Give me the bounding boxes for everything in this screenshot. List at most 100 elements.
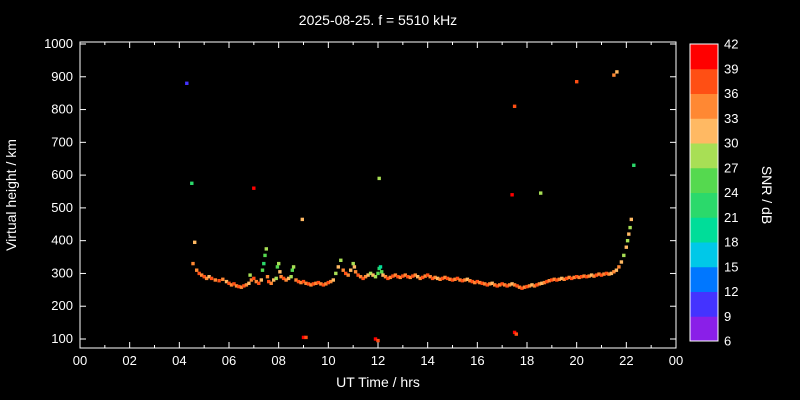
data-point — [249, 278, 254, 282]
data-point — [440, 276, 445, 281]
data-point — [386, 276, 390, 281]
data-point — [286, 276, 291, 281]
data-point — [296, 279, 301, 284]
data-point — [339, 258, 343, 262]
colorbar-band — [690, 118, 718, 144]
data-point — [301, 279, 306, 284]
data-point — [358, 275, 363, 279]
data-point — [366, 273, 370, 277]
x-tick-label: 18 — [520, 353, 534, 368]
data-point — [363, 275, 368, 279]
data-point — [229, 283, 234, 287]
data-point — [475, 279, 479, 284]
data-point — [517, 285, 522, 289]
colorbar-tick-label: 42 — [724, 37, 738, 52]
data-point — [341, 268, 345, 272]
y-tick-label: 600 — [51, 167, 73, 182]
data-point — [609, 271, 614, 276]
data-point — [480, 281, 484, 285]
data-point — [239, 285, 244, 289]
y-tick-label: 300 — [51, 265, 73, 280]
data-point — [527, 284, 532, 288]
data-point — [309, 283, 313, 287]
data-point — [545, 279, 549, 284]
y-axis-label: Virtual height / km — [3, 139, 19, 251]
data-point — [512, 104, 517, 108]
data-point — [252, 276, 256, 281]
data-point — [510, 282, 514, 286]
data-point — [227, 281, 231, 285]
data-point — [560, 276, 564, 281]
data-point — [376, 271, 380, 276]
data-point — [537, 282, 542, 286]
data-point — [291, 265, 296, 269]
x-axis-ticks: 00 02 04 06 08 10 12 14 16 18 20 22 00 — [73, 42, 683, 368]
data-point — [602, 272, 606, 276]
data-point — [532, 284, 537, 288]
data-point — [448, 277, 452, 281]
data-point — [254, 279, 258, 284]
data-point — [351, 261, 355, 266]
data-point — [624, 245, 628, 249]
data-point — [535, 283, 539, 287]
data-point — [470, 279, 475, 284]
data-point — [349, 268, 353, 272]
data-point — [615, 70, 619, 74]
colorbar-border — [689, 43, 719, 342]
data-point — [257, 281, 261, 285]
data-point — [421, 275, 425, 280]
y-axis-ticks: 100 200 300 400 500 600 700 800 900 1000 — [44, 36, 676, 346]
data-point — [507, 283, 512, 287]
data-point — [575, 80, 579, 84]
y-tick-label: 400 — [51, 233, 73, 248]
data-point — [483, 282, 487, 286]
data-point — [334, 271, 338, 276]
data-point — [577, 275, 581, 280]
data-point — [202, 275, 206, 279]
data-point — [304, 335, 308, 340]
x-tick-label: 08 — [271, 353, 285, 368]
data-point — [234, 284, 239, 288]
colorbar-band — [690, 242, 718, 268]
data-point — [413, 273, 417, 277]
data-point — [445, 276, 450, 281]
colorbar-tick-label: 24 — [724, 185, 738, 200]
data-point — [356, 273, 360, 277]
data-point — [617, 265, 621, 269]
data-point — [597, 272, 601, 276]
data-point — [495, 284, 499, 288]
data-point — [530, 283, 534, 287]
data-point — [565, 276, 569, 281]
data-point — [284, 278, 288, 282]
data-point — [455, 276, 460, 281]
data-point — [485, 283, 489, 287]
data-point — [265, 275, 270, 279]
x-tick-label: 06 — [222, 353, 236, 368]
data-point — [195, 268, 199, 272]
colorbar-band — [690, 167, 718, 193]
data-point — [490, 281, 494, 285]
y-tick-label: 500 — [51, 200, 73, 215]
data-point — [336, 265, 340, 269]
data-point — [604, 271, 609, 276]
data-point — [232, 282, 236, 286]
data-point — [269, 281, 273, 285]
data-point — [438, 277, 442, 281]
data-point — [383, 275, 388, 279]
data-point — [209, 276, 214, 281]
data-point — [346, 273, 350, 277]
data-point — [408, 275, 412, 280]
data-point — [321, 283, 326, 287]
data-point — [594, 273, 599, 277]
data-point — [428, 275, 432, 279]
scatter-points — [185, 70, 636, 343]
data-point — [247, 281, 251, 285]
colorbar-tick-label: 12 — [724, 284, 738, 299]
data-point — [213, 278, 217, 282]
data-point — [567, 275, 571, 280]
data-point — [622, 253, 626, 258]
data-point — [433, 275, 437, 280]
